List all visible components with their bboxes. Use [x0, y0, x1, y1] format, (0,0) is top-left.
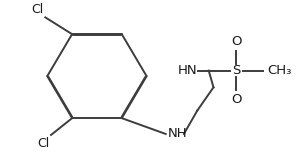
Text: S: S	[232, 64, 241, 77]
Text: HN: HN	[178, 64, 197, 77]
Text: Cl: Cl	[31, 2, 44, 16]
Text: O: O	[231, 93, 242, 106]
Text: CH₃: CH₃	[267, 64, 291, 77]
Text: Cl: Cl	[37, 137, 49, 150]
Text: O: O	[231, 35, 242, 48]
Text: NH: NH	[168, 128, 187, 140]
